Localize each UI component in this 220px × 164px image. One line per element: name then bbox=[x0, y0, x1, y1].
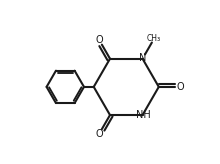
Text: O: O bbox=[177, 82, 185, 92]
Text: O: O bbox=[95, 129, 103, 139]
Text: NH: NH bbox=[136, 110, 151, 120]
Text: CH₃: CH₃ bbox=[147, 34, 161, 43]
Text: O: O bbox=[95, 35, 103, 45]
Text: N: N bbox=[139, 53, 146, 63]
